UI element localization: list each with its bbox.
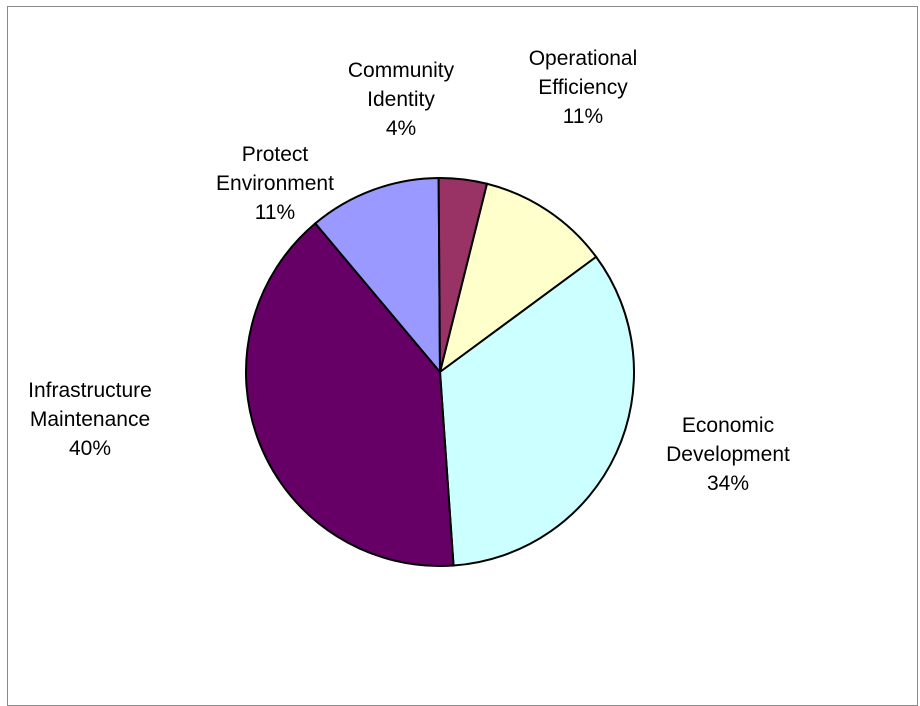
pie-slice-operational-efficiency — [438, 182, 598, 375]
data-label-line: Protect — [242, 143, 309, 166]
pie-slice-economic-development — [438, 255, 635, 567]
data-label-line: Efficiency — [538, 76, 628, 99]
data-label-operational-efficiency: Operational Efficiency 11% — [529, 47, 638, 128]
data-label-line: Maintenance — [30, 408, 150, 431]
data-label-percent: 11% — [563, 105, 603, 128]
data-label-line: Community — [348, 59, 455, 82]
data-label-economic-development: Economic Development 34% — [666, 414, 790, 495]
data-label-protect-environment: Protect Environment 11% — [216, 143, 334, 224]
pie-slices — [245, 176, 635, 567]
data-label-percent: 34% — [707, 472, 749, 495]
data-label-percent: 11% — [255, 201, 295, 224]
data-label-percent: 4% — [386, 117, 416, 140]
data-label-line: Development — [666, 443, 790, 466]
data-label-line: Environment — [216, 172, 334, 195]
pie-labels: Operational Efficiency 11% Economic Developm… — [28, 47, 790, 495]
data-label-line: Economic — [682, 414, 774, 437]
data-label-line: Operational — [529, 47, 638, 70]
data-label-infrastructure-maintenance: Infrastructure Maintenance 40% — [28, 379, 152, 460]
pie-slice-community-identity — [437, 176, 489, 373]
pie-slice-protect-environment — [313, 176, 442, 375]
pie-slice-infrastructure-maintenance — [245, 221, 455, 567]
data-label-percent: 40% — [69, 437, 111, 460]
data-label-line: Identity — [367, 88, 435, 111]
data-label-community-identity: Community Identity 4% — [348, 59, 455, 140]
data-label-line: Infrastructure — [28, 379, 152, 402]
